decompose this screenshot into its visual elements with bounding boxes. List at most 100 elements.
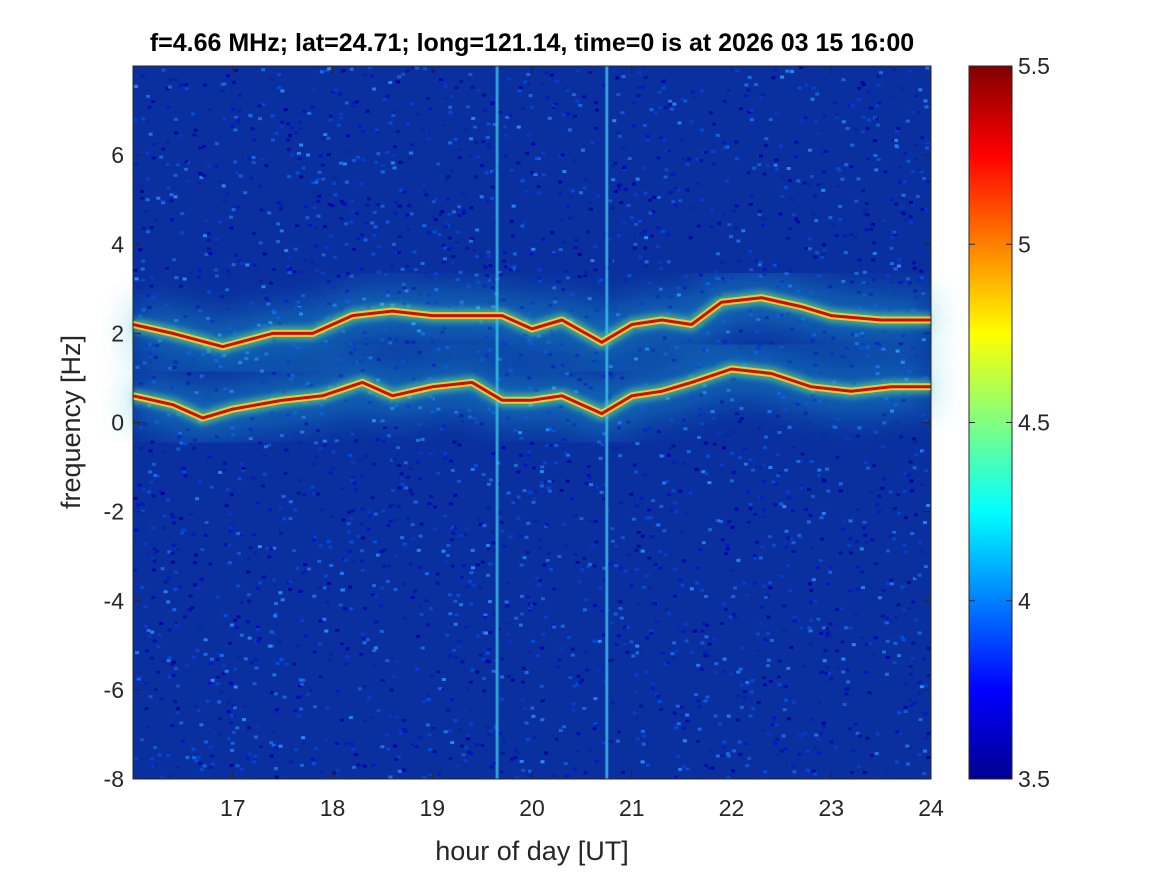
noise-pixel	[426, 623, 431, 627]
noise-pixel	[447, 729, 452, 733]
noise-pixel	[386, 434, 391, 438]
noise-pixel	[499, 770, 504, 774]
noise-pixel	[601, 83, 606, 87]
noise-pixel	[396, 446, 401, 450]
noise-pixel	[923, 521, 927, 524]
noise-pixel	[834, 113, 839, 117]
noise-pixel	[651, 210, 656, 214]
noise-pixel	[267, 443, 272, 447]
noise-pixel	[364, 343, 369, 347]
noise-pixel	[179, 531, 184, 535]
noise-pixel	[346, 150, 351, 154]
noise-pixel	[656, 430, 661, 434]
noise-pixel	[206, 247, 211, 251]
noise-pixel	[711, 162, 716, 166]
noise-pixel	[871, 258, 876, 262]
noise-pixel	[731, 470, 736, 474]
noise-pixel	[270, 138, 275, 142]
noise-pixel	[745, 681, 750, 684]
noise-pixel	[180, 466, 185, 470]
noise-pixel	[841, 527, 846, 531]
noise-pixel	[319, 70, 324, 74]
noise-pixel	[297, 367, 302, 371]
noise-pixel	[486, 254, 491, 258]
noise-pixel	[763, 638, 768, 642]
noise-pixel	[706, 654, 711, 658]
noise-pixel	[351, 748, 356, 752]
noise-pixel	[838, 551, 843, 555]
noise-pixel	[711, 150, 716, 153]
noise-pixel	[582, 95, 587, 99]
noise-pixel	[237, 109, 242, 113]
noise-pixel	[350, 432, 355, 436]
noise-pixel	[556, 665, 560, 669]
noise-pixel	[502, 544, 507, 548]
noise-pixel	[498, 110, 503, 114]
noise-pixel	[287, 373, 291, 377]
noise-pixel	[308, 223, 312, 227]
noise-pixel	[481, 263, 486, 267]
noise-pixel	[155, 549, 159, 553]
noise-pixel	[145, 725, 150, 729]
noise-pixel	[732, 430, 737, 434]
noise-pixel	[360, 559, 365, 563]
noise-pixel	[270, 691, 275, 694]
noise-pixel	[474, 141, 479, 145]
noise-pixel	[460, 419, 464, 423]
noise-pixel	[150, 630, 155, 634]
noise-pixel	[907, 699, 912, 703]
noise-pixel	[210, 754, 215, 758]
noise-pixel	[298, 590, 303, 593]
noise-pixel	[819, 670, 824, 674]
noise-pixel	[393, 554, 398, 558]
noise-pixel	[755, 346, 760, 350]
noise-pixel	[149, 226, 154, 229]
noise-pixel	[450, 698, 454, 701]
noise-pixel	[489, 729, 493, 733]
noise-pixel	[400, 482, 405, 486]
noise-pixel	[729, 569, 734, 573]
noise-pixel	[611, 69, 616, 73]
noise-pixel	[240, 601, 244, 605]
noise-pixel	[352, 101, 357, 105]
noise-pixel	[140, 585, 145, 589]
noise-pixel	[708, 111, 713, 115]
noise-pixel	[352, 481, 357, 485]
noise-pixel	[360, 353, 365, 356]
noise-pixel	[435, 581, 440, 585]
noise-pixel	[769, 342, 774, 346]
noise-pixel	[861, 586, 865, 590]
noise-pixel	[480, 358, 485, 362]
noise-pixel	[493, 221, 498, 225]
noise-pixel	[453, 493, 458, 497]
noise-pixel	[247, 599, 252, 603]
noise-pixel	[784, 272, 789, 276]
noise-pixel	[699, 667, 704, 671]
noise-pixel	[210, 678, 215, 682]
noise-pixel	[140, 511, 145, 515]
noise-pixel	[696, 739, 701, 743]
noise-pixel	[890, 236, 895, 240]
noise-pixel	[372, 584, 377, 588]
noise-pixel	[595, 308, 600, 312]
noise-pixel	[810, 717, 815, 721]
noise-pixel	[370, 74, 374, 78]
noise-pixel	[631, 517, 636, 521]
noise-pixel	[257, 545, 262, 549]
noise-pixel	[400, 267, 405, 271]
noise-pixel	[651, 499, 656, 503]
noise-pixel	[171, 560, 175, 564]
noise-pixel	[397, 486, 402, 490]
noise-pixel	[636, 85, 641, 89]
noise-pixel	[841, 120, 846, 124]
noise-pixel	[785, 490, 790, 494]
noise-pixel	[225, 288, 229, 292]
noise-pixel	[544, 523, 549, 527]
noise-pixel	[393, 211, 398, 215]
noise-pixel	[469, 602, 474, 606]
noise-pixel	[526, 453, 531, 457]
noise-pixel	[813, 746, 818, 750]
noise-pixel	[527, 602, 532, 606]
noise-pixel	[246, 570, 251, 574]
noise-pixel	[209, 485, 214, 489]
